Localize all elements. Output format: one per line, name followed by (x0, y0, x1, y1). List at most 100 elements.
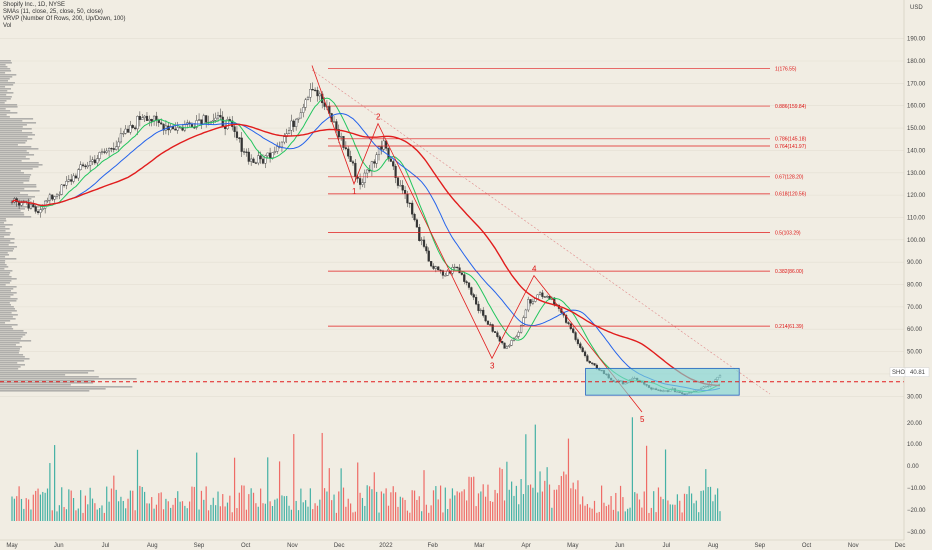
profile-bar (0, 166, 39, 168)
candle-body (593, 363, 596, 366)
candle-body (510, 340, 513, 346)
volume-bar (458, 492, 461, 521)
candle-body (392, 161, 395, 167)
candle-body (117, 141, 120, 148)
fib-label: 0.886(159.84) (775, 104, 806, 110)
volume-bar (657, 487, 660, 521)
volume-profile (0, 60, 137, 392)
volume-bar (544, 480, 546, 521)
profile-bar (0, 316, 13, 318)
volume-bar (269, 501, 271, 521)
volume-bar (378, 512, 380, 521)
candle-body (51, 194, 54, 200)
profile-bar (0, 206, 40, 208)
candle-body (387, 148, 390, 160)
sma-50-line (11, 123, 721, 387)
volume-bar (335, 512, 338, 521)
volume-bar (151, 497, 153, 521)
volume-bar (319, 499, 321, 521)
profile-bar (0, 172, 25, 174)
candle-body (463, 274, 466, 282)
profile-bar (0, 126, 23, 128)
candle-body (131, 125, 134, 128)
volume-bar (461, 491, 463, 521)
candle-body (202, 115, 205, 125)
y-tick-label: 90.00 (907, 260, 923, 266)
profile-bar (0, 328, 14, 330)
volume-bar (61, 487, 63, 521)
candle-body (472, 294, 475, 298)
volume-bar (683, 493, 686, 521)
volume-bar (717, 488, 719, 521)
candle-body (124, 128, 127, 134)
volume-bar (435, 486, 437, 521)
profile-bar (0, 242, 15, 244)
profile-bar (0, 274, 10, 276)
sma-25-line (11, 112, 721, 392)
candle-body (273, 151, 276, 153)
volume-bar (397, 506, 399, 521)
volume-bar (537, 492, 539, 521)
sma-11-line (11, 97, 721, 393)
volume-bar (283, 496, 285, 521)
volume-bar (624, 511, 626, 521)
candle-body (46, 200, 49, 202)
profile-bar (0, 384, 71, 386)
x-tick-label: Sep (754, 543, 765, 549)
x-tick-label: Aug (147, 543, 158, 549)
volume-bar (193, 486, 195, 521)
candle-body (252, 158, 255, 163)
profile-bar (0, 284, 6, 286)
profile-bar (0, 102, 5, 104)
profile-bar (0, 130, 23, 132)
volume-bar (404, 499, 406, 521)
volume-bar (541, 491, 544, 521)
volume-bar (165, 498, 167, 521)
volume-bar (648, 512, 650, 521)
profile-bar (0, 244, 9, 246)
profile-bar (0, 202, 18, 204)
profile-bar (0, 184, 37, 186)
volume-bar (191, 486, 193, 521)
volume-bar (177, 491, 179, 521)
candle-body (283, 136, 286, 143)
profile-bar (0, 196, 36, 198)
profile-bar (0, 148, 39, 150)
x-tick-label: Jul (102, 543, 110, 549)
candle-body (39, 209, 42, 213)
candle-body (318, 93, 321, 97)
candle-body (588, 361, 591, 364)
volume-bar (260, 488, 262, 521)
volume-bar (153, 508, 155, 521)
profile-bar (0, 64, 6, 66)
profile-bar (0, 388, 106, 390)
profile-bar (0, 306, 14, 308)
candle-body (335, 121, 338, 130)
volume-bar (655, 512, 657, 521)
volume-bar (601, 485, 603, 521)
volume-bar (125, 508, 127, 521)
candle-body (508, 345, 511, 347)
volume-bar (425, 504, 427, 521)
volume-bar (340, 468, 342, 521)
volume-bar (174, 497, 176, 521)
volume-bar (278, 461, 281, 521)
candle-body (91, 159, 94, 162)
volume-bar (252, 492, 255, 521)
candle-body (271, 152, 274, 159)
y-tick-label: 30.00 (907, 394, 923, 400)
profile-bar (0, 104, 18, 106)
volume-bar (534, 424, 536, 521)
profile-bar (0, 264, 7, 266)
fib-label: 0.5(103.29) (775, 230, 801, 236)
elliott-wave-path (311, 65, 643, 413)
candle-body (311, 89, 314, 91)
price-label: 40.81 (910, 370, 926, 376)
profile-bar (0, 314, 18, 316)
profile-bar (0, 188, 25, 190)
volume-bar (501, 469, 503, 521)
y-tick-label: 150.00 (907, 126, 926, 132)
x-tick-label: 2022 (379, 543, 393, 549)
volume-bar (610, 496, 612, 521)
